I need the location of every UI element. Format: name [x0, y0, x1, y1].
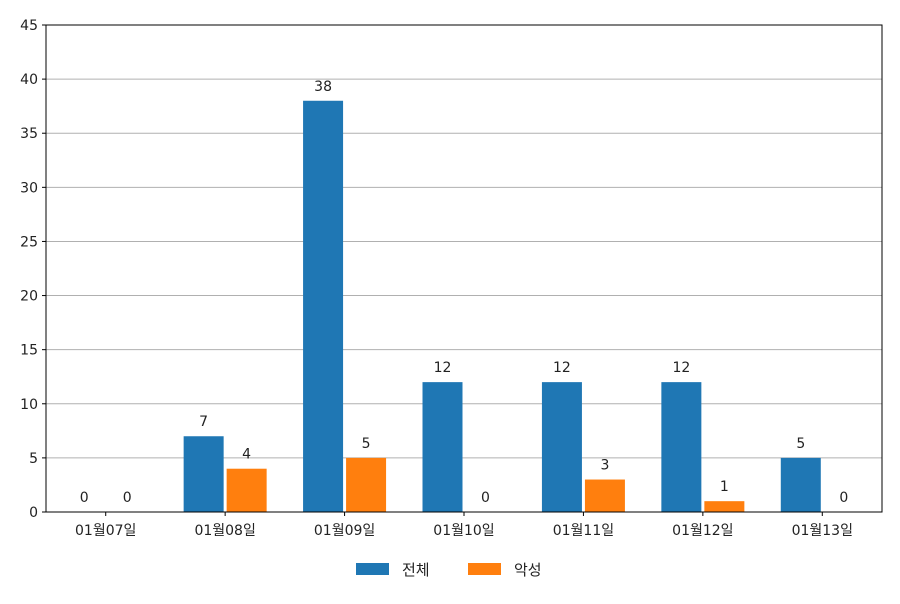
bar-total	[303, 100, 344, 512]
data-label: 12	[553, 360, 571, 376]
bar-total	[780, 457, 821, 512]
data-label: 5	[362, 436, 371, 452]
data-label: 0	[839, 490, 848, 506]
data-label: 38	[314, 79, 332, 95]
y-tick-label: 10	[20, 397, 38, 413]
y-tick-label: 25	[20, 234, 38, 250]
bar-total	[661, 382, 702, 512]
bar-total	[541, 382, 582, 512]
data-label: 1	[720, 479, 729, 495]
data-label: 7	[199, 414, 208, 430]
legend-label: 전체	[402, 561, 430, 579]
x-tick-label: 01월10일	[433, 523, 494, 539]
plot-frame	[45, 24, 883, 513]
legend-label: 악성	[514, 561, 542, 579]
data-label: 3	[600, 458, 609, 474]
gridlines	[46, 78, 882, 459]
y-tick-label: 5	[29, 451, 38, 467]
legend-swatch	[468, 563, 501, 575]
bar-malicious	[346, 457, 387, 512]
x-axis: 01월07일 01월08일 01월09일 01월10일 01월11일 01월12일 01월1…	[75, 512, 853, 539]
x-tick-label: 01월11일	[553, 523, 614, 539]
data-label: 12	[434, 360, 452, 376]
data-label: 0	[481, 490, 490, 506]
y-tick-label: 15	[20, 343, 38, 359]
y-tick-label: 30	[20, 180, 38, 196]
y-tick-label: 0	[29, 505, 38, 521]
data-label: 12	[672, 360, 690, 376]
y-tick-label: 45	[20, 18, 38, 34]
x-tick-label: 01월12일	[672, 523, 733, 539]
x-tick-label: 01월07일	[75, 523, 136, 539]
y-tick-label: 40	[20, 72, 38, 88]
x-tick-label: 01월09일	[314, 523, 375, 539]
x-tick-label: 01월13일	[792, 523, 853, 539]
data-label: 0	[80, 490, 89, 506]
bar-malicious	[704, 501, 745, 512]
data-label: 5	[796, 436, 805, 452]
value-labels: 0 0 7 4 38 5 12 0 12 3 12 1 5 0	[80, 79, 848, 506]
y-tick-label: 20	[20, 289, 38, 305]
bars	[183, 100, 821, 512]
data-label: 0	[123, 490, 132, 506]
bar-malicious	[584, 479, 625, 512]
data-label: 4	[242, 447, 251, 463]
bar-malicious	[226, 468, 267, 512]
x-tick-label: 01월08일	[194, 523, 255, 539]
y-tick-label: 35	[20, 126, 38, 142]
bar-total	[183, 436, 224, 512]
legend-swatch	[356, 563, 389, 575]
bar-total	[422, 382, 463, 512]
y-axis: 0 5 10 15 20 25 30 35 40 45	[20, 18, 46, 521]
legend: 전체 악성	[356, 561, 542, 579]
